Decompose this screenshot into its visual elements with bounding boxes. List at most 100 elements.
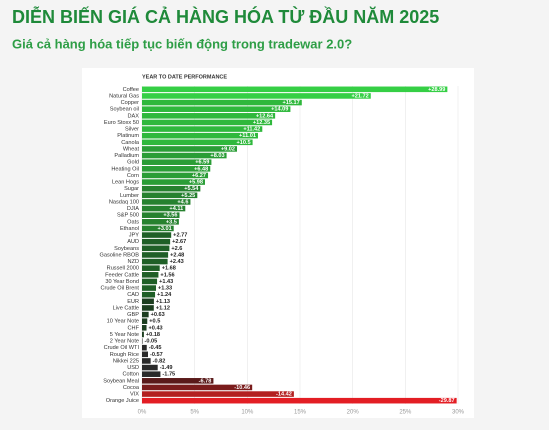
bar — [142, 126, 263, 132]
y-tick-label: DJIA — [127, 206, 139, 212]
bar — [142, 305, 154, 311]
value-label: +5.25 — [181, 193, 195, 199]
bar — [142, 106, 291, 112]
bar — [142, 166, 211, 172]
value-label: -6.78 — [199, 378, 212, 384]
value-label: +5.98 — [189, 180, 203, 186]
bar — [142, 291, 156, 298]
value-label: -1.75 — [162, 372, 175, 378]
value-label: -10.46 — [234, 385, 250, 391]
value-label: -1.49 — [160, 365, 173, 371]
y-tick-label: DAX — [127, 113, 139, 119]
y-tick-label: USD — [127, 365, 139, 371]
y-tick-label: Cotton — [123, 372, 139, 378]
value-label: +2.6 — [171, 246, 182, 252]
value-label: +6.27 — [192, 173, 206, 179]
value-label: +2.48 — [170, 252, 184, 258]
chart-subtitle: Giá cả hàng hóa tiếp tục biến động trong… — [12, 36, 352, 51]
bar — [142, 391, 294, 397]
value-label: +5.54 — [184, 186, 199, 192]
value-label: +10.5 — [236, 140, 250, 146]
value-label: +1.56 — [160, 272, 174, 278]
bar — [142, 172, 209, 179]
bar — [142, 199, 191, 205]
bar — [142, 371, 161, 377]
bar — [142, 245, 170, 252]
bar — [142, 265, 160, 271]
y-tick-label: Palladium — [114, 153, 139, 159]
y-tick-label: Lean Hogs — [112, 180, 139, 186]
panel-label: YEAR TO DATE PERFORMANCE — [142, 74, 227, 80]
bar — [142, 397, 457, 404]
value-label: +0.43 — [149, 325, 163, 331]
y-tick-label: Silver — [125, 127, 139, 133]
y-tick-label: Rough Rice — [110, 352, 139, 358]
y-tick-label: CHF — [128, 325, 140, 331]
bar — [142, 358, 151, 364]
bar — [142, 219, 179, 225]
y-tick-label: Ethanol — [120, 226, 139, 232]
y-tick-label: GBP — [127, 312, 139, 318]
value-label: +1.24 — [157, 292, 172, 298]
y-tick-label: S&P 500 — [117, 213, 139, 219]
value-label: +12.64 — [256, 113, 274, 119]
y-tick-label: Nikkei 225 — [113, 358, 139, 364]
bar — [142, 139, 253, 146]
bar — [142, 285, 157, 291]
y-tick-label: 2 Year Note — [110, 339, 139, 345]
bar — [142, 93, 371, 99]
bar — [142, 232, 172, 238]
bar — [142, 205, 186, 212]
y-tick-label: Corn — [127, 173, 139, 179]
value-label: +1.33 — [158, 286, 172, 292]
value-label: +0.5 — [149, 319, 160, 325]
value-label: +3.01 — [158, 226, 172, 232]
bar — [142, 252, 169, 258]
bar — [142, 278, 158, 285]
y-tick-label: Russell 2000 — [107, 266, 139, 272]
bar — [142, 298, 154, 305]
y-tick-label: Natural Gas — [109, 93, 139, 99]
y-tick-label: Lumber — [120, 193, 139, 199]
x-tick-label: 10% — [241, 410, 254, 416]
y-tick-label: Cocoa — [123, 385, 140, 391]
bar — [142, 119, 273, 126]
value-label: +14.09 — [271, 107, 288, 113]
value-label: -14.42 — [276, 392, 292, 398]
y-tick-label: Canola — [121, 140, 140, 146]
bar — [142, 152, 227, 159]
value-label: +1.12 — [156, 305, 170, 311]
bar — [142, 225, 174, 232]
y-tick-label: Live Cattle — [113, 305, 139, 311]
bar — [142, 185, 201, 192]
y-tick-label: Soybeans — [114, 246, 139, 252]
y-tick-label: Nasdaq 100 — [109, 199, 139, 205]
y-tick-label: NZD — [128, 259, 140, 265]
bar — [142, 331, 144, 338]
value-label: +11.42 — [243, 127, 260, 133]
value-label: +28.99 — [428, 87, 445, 93]
value-label: +9.02 — [221, 146, 235, 152]
bar — [142, 351, 149, 358]
value-label: +11.01 — [239, 133, 256, 139]
value-label: +15.17 — [283, 100, 300, 106]
bar — [142, 344, 147, 351]
y-tick-label: JPY — [129, 233, 140, 239]
value-label: +6.59 — [195, 160, 209, 166]
y-tick-label: Sugar — [124, 186, 139, 192]
value-label: -0.57 — [150, 352, 163, 358]
bar — [142, 192, 198, 199]
bar — [142, 384, 253, 391]
bar — [142, 113, 276, 119]
value-label: +1.43 — [159, 279, 173, 285]
y-tick-label: VIX — [130, 392, 139, 398]
value-label: +3.56 — [163, 213, 177, 219]
value-label: -0.05 — [145, 339, 158, 345]
y-tick-label: 10 Year Note — [107, 319, 139, 325]
panel — [82, 68, 474, 418]
x-tick-label: 30% — [452, 410, 465, 416]
bar — [142, 146, 238, 152]
value-label: +8.03 — [210, 153, 224, 159]
